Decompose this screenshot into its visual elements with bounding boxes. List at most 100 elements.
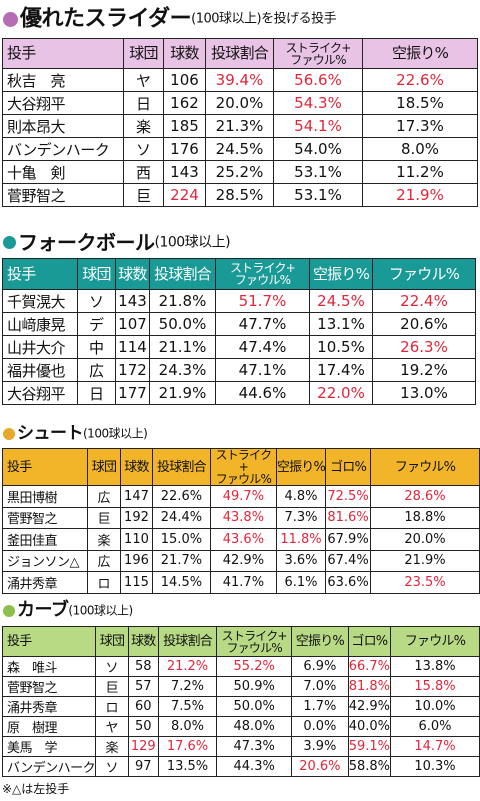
table-cell: 13.8% — [390, 656, 480, 677]
table-cell: 129 — [127, 736, 159, 757]
table-cell: 1.7% — [291, 696, 349, 717]
table-cell: 177 — [115, 381, 150, 405]
table-cell: 24.4% — [151, 506, 211, 529]
table-cell: 59.1% — [347, 736, 392, 757]
footnote: ※△は左投手 — [2, 782, 70, 796]
table-cell: 0.0% — [291, 716, 349, 737]
pitcher-name-cell: 菅野智之 — [1, 676, 97, 697]
table-cell: ロ — [86, 571, 121, 594]
column-header-0: 投手 — [2, 258, 78, 290]
table-cell: 44.6% — [215, 381, 310, 405]
table-cell: 196 — [119, 549, 153, 572]
table-cell: 3.6% — [275, 549, 327, 572]
table-cell: 広 — [77, 358, 116, 382]
table-cell: 6.1% — [275, 571, 327, 594]
section-title: カーブ(100球以上) — [0, 594, 480, 626]
column-header-3: 投球割合 — [149, 258, 216, 290]
table-row: 福井優也広 172 24.3% 47.1% 17.4% 19.2% — [2, 358, 476, 382]
bullet-dot-icon — [3, 604, 15, 617]
table-row: 釜田佳直楽 110 15.0% 43.6% 11.8% 67.9% 20.0% — [2, 528, 480, 551]
table-cell: 81.8% — [347, 676, 392, 697]
table-cell: 広 — [86, 549, 121, 572]
table-cell: 21.9% — [362, 183, 478, 207]
table-row: 美馬 学楽 129 17.6% 47.3% 3.9% 59.1% 14.7% — [1, 736, 480, 757]
table-row: 菅野智之巨 192 24.4% 43.8% 7.3% 81.6% 18.8% — [2, 506, 480, 529]
column-header-0: 投手 — [1, 626, 97, 657]
pitcher-name-cell: ジョンソン△ — [2, 549, 88, 572]
table-cell: 185 — [163, 114, 206, 138]
table-cell: 13.5% — [157, 756, 218, 777]
pitcher-name-cell: 大谷翔平 — [2, 91, 124, 115]
table-cell: ソ — [95, 656, 129, 677]
column-header-6: ファウル% — [372, 258, 476, 290]
table-cell: 10.3% — [390, 756, 480, 777]
table-cell: 21.3% — [205, 114, 274, 138]
table-cell: 162 — [163, 91, 206, 115]
table-cell: 14.7% — [390, 736, 480, 757]
table-row: 原 樹理ヤ 50 8.0% 48.0% 0.0% 40.0% 6.0% — [1, 716, 480, 737]
section-title-text: シュート — [17, 423, 84, 444]
table-cell: ソ — [123, 137, 164, 161]
table-cell: 48.0% — [216, 716, 293, 737]
column-header-1: 球団 — [123, 38, 164, 69]
table-cell: 11.2% — [362, 160, 478, 184]
column-header-7: ファウル% — [370, 448, 480, 486]
table-cell: 97 — [127, 756, 159, 777]
section-title-text: 優れたスライダー — [20, 6, 192, 32]
table-cell: 22.6% — [362, 68, 478, 92]
table-cell: 40.0% — [347, 716, 392, 737]
column-header-0: 投手 — [2, 448, 88, 486]
table-row: 森 唯斗ソ 58 21.2% 55.2% 6.9% 66.7% 13.8% — [1, 656, 480, 677]
table-cell: 楽 — [123, 114, 164, 138]
table-cell: 47.7% — [215, 312, 310, 336]
pitcher-name-cell: バンデンハーク — [1, 756, 97, 777]
section-subtitle: (100球以上) — [154, 234, 231, 251]
section-subtitle: (100球以上)を投げる投手 — [191, 11, 337, 27]
table-cell: 25.2% — [205, 160, 274, 184]
pitcher-name-cell: 十亀 剣 — [2, 160, 124, 184]
pitch-table: 投手 球団 球数 投球割合 ストライク+ ファウル% 空振り% ゴロ% ファウル% 森 唯斗ソ 58… — [1, 626, 480, 777]
table-cell: 22.0% — [309, 381, 373, 405]
table-cell: 21.7% — [151, 549, 211, 572]
table-cell: 西 — [123, 160, 164, 184]
table-header-row: 投手 球団 球数 投球割合 ストライク+ ファウル% 空振り% — [2, 38, 478, 69]
column-header-0: 投手 — [2, 38, 124, 69]
column-header-2: 球数 — [127, 626, 159, 657]
table-cell: 巨 — [123, 183, 164, 207]
table-header-row: 投手 球団 球数 投球割合 ストライク+ ファウル% 空振り% ゴロ% ファウル% — [2, 448, 480, 486]
column-header-4: ストライク+ ファウル% — [216, 626, 293, 657]
table-cell: 110 — [119, 528, 153, 551]
table-cell: 24.3% — [149, 358, 216, 382]
table-cell: 66.7% — [347, 656, 392, 677]
pitcher-name-cell: 原 樹理 — [1, 716, 97, 737]
table-cell: 21.2% — [157, 656, 218, 677]
table-cell: 7.2% — [157, 676, 218, 697]
table-row: 千賀滉大ソ 143 21.8% 51.7% 24.5% 22.4% — [2, 289, 476, 313]
table-cell: 11.8% — [275, 528, 327, 551]
table-cell: 13.1% — [309, 312, 373, 336]
table-row: 山井大介中 114 21.1% 47.4% 10.5% 26.3% — [2, 335, 476, 359]
table-row: 涌井秀章ロ 60 7.5% 50.0% 1.7% 42.9% 10.0% — [1, 696, 480, 717]
column-header-3: 投球割合 — [205, 38, 274, 69]
table-cell: 54.0% — [273, 137, 363, 161]
table-cell: 115 — [119, 571, 153, 594]
column-header-6: ゴロ% — [347, 626, 392, 657]
table-row: 十亀 剣西 143 25.2% 53.1% 11.2% — [2, 160, 478, 184]
pitcher-name-cell: 山井大介 — [2, 335, 78, 359]
pitcher-name-cell: 美馬 学 — [1, 736, 97, 757]
column-header-7: ファウル% — [390, 626, 480, 657]
table-cell: 47.3% — [216, 736, 293, 757]
table-cell: 50 — [127, 716, 159, 737]
section-title: フォークボール(100球以上) — [0, 226, 480, 258]
table-cell: 24.5% — [309, 289, 373, 313]
column-header-1: 球団 — [86, 448, 121, 486]
column-header-4: ストライク+ ファウル% — [273, 38, 363, 69]
table-cell: 8.0% — [157, 716, 218, 737]
table-cell: 53.1% — [273, 183, 363, 207]
table-cell: 18.8% — [370, 506, 480, 529]
table-cell: 42.9% — [209, 549, 277, 572]
table-cell: 20.0% — [370, 528, 480, 551]
pitcher-name-cell: 菅野智之 — [2, 183, 124, 207]
table-cell: 19.2% — [372, 358, 476, 382]
table-cell: 20.6% — [291, 756, 349, 777]
